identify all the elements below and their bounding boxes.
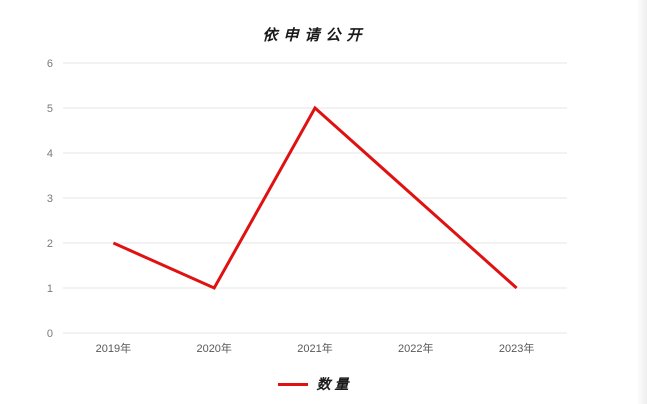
y-axis-tick-label: 2 bbox=[47, 238, 53, 250]
y-axis-tick-label: 6 bbox=[47, 58, 53, 70]
y-axis-tick-label: 1 bbox=[47, 283, 53, 295]
x-axis-tick-label: 2019年 bbox=[96, 341, 131, 355]
legend-line-swatch bbox=[277, 382, 308, 386]
y-axis-tick-label: 4 bbox=[47, 148, 53, 160]
right-edge-strip bbox=[637, 0, 647, 404]
x-axis-tick-label: 2023年 bbox=[499, 341, 534, 355]
y-axis-tick-label: 5 bbox=[47, 103, 53, 115]
x-axis-tick-label: 2021年 bbox=[297, 341, 332, 355]
data-line-数量 bbox=[112, 105, 518, 290]
legend: 数量 bbox=[0, 374, 630, 394]
x-axis-tick-label: 2022年 bbox=[398, 341, 433, 355]
y-axis-tick-label: 3 bbox=[47, 193, 53, 205]
legend-series-label: 数量 bbox=[316, 377, 353, 393]
y-axis-tick-label: 0 bbox=[47, 328, 53, 340]
x-axis-tick-label: 2020年 bbox=[196, 341, 231, 355]
chart-title: 依申请公开 bbox=[262, 26, 368, 44]
